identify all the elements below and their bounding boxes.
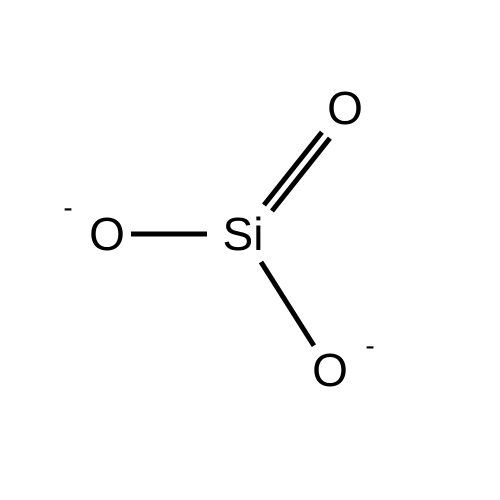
- bond-double: [262, 130, 324, 206]
- molecule-canvas: SiOOO--: [0, 0, 500, 500]
- charge-o_left: -: [63, 194, 72, 222]
- bond-double: [270, 137, 332, 213]
- atom-o_top: O: [327, 85, 363, 131]
- atom-o_left: O: [89, 211, 125, 257]
- bond-single: [259, 261, 316, 347]
- atom-si: Si: [223, 211, 264, 257]
- charge-o_bottom: -: [365, 332, 374, 360]
- bond-single: [131, 232, 207, 237]
- atom-o_bottom: O: [312, 347, 348, 393]
